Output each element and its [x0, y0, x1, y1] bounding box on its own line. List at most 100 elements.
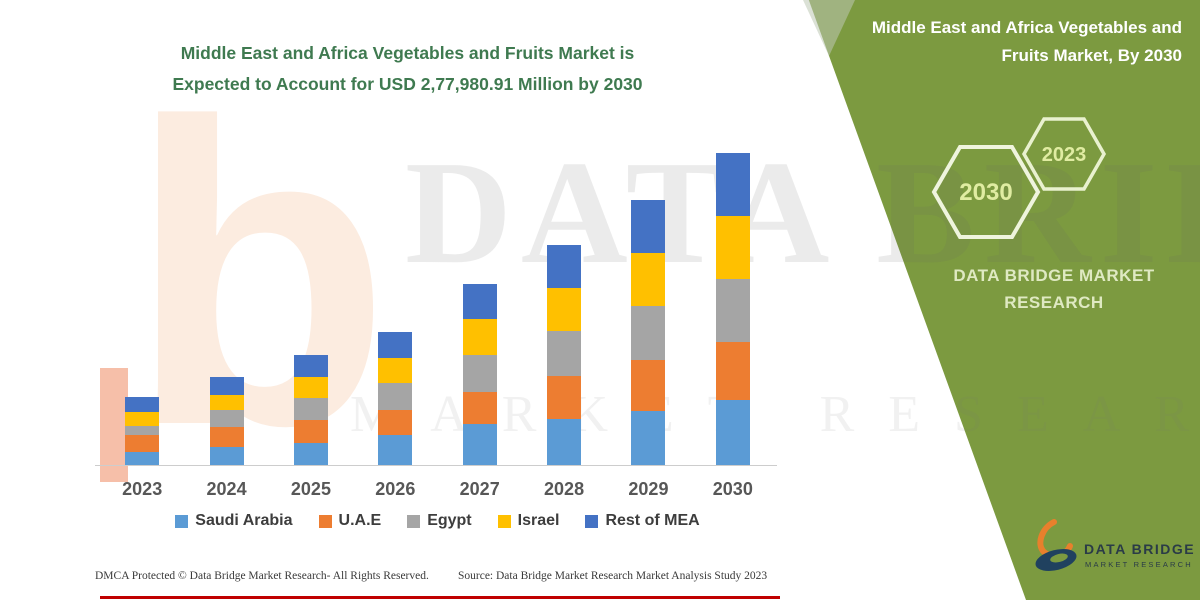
segment-2024-egypt — [209, 410, 244, 427]
legend-label-egypt: Egypt — [427, 512, 472, 529]
logo-text-line2: MARKET RESEARCH — [1085, 560, 1193, 569]
hexagon-2023-label: 2023 — [1042, 144, 1087, 166]
segment-2030-israel — [715, 216, 750, 279]
segment-2030-rest-of-mea — [715, 152, 750, 216]
logo-ellipse-cutout — [1050, 553, 1068, 563]
x-label-2029: 2029 — [628, 479, 669, 499]
hexagon-2023-outline — [1021, 117, 1107, 191]
segment-2026-u-a-e — [378, 410, 413, 435]
footer-dmca-text: DMCA Protected © Data Bridge Market Rese… — [95, 570, 429, 582]
legend-swatch-saudi-arabia — [175, 514, 189, 528]
legend-label-u-a-e: U.A.E — [338, 512, 382, 529]
segment-2023-egypt — [125, 426, 160, 436]
legend-item-u-a-e: U.A.E — [318, 512, 382, 530]
segment-2030-saudi-arabia — [715, 400, 750, 465]
segment-2028-u-a-e — [547, 376, 582, 419]
x-label-2024: 2024 — [206, 479, 247, 499]
segment-2023-israel — [125, 412, 160, 427]
year-hexagons: 2030 2023 — [931, 117, 1107, 239]
segment-2026-rest-of-mea — [378, 332, 413, 358]
bar-slot-2023 — [100, 140, 184, 465]
side-panel-title-line1: Middle East and Africa Vegetables and — [871, 18, 1182, 37]
bar-slot-2027 — [438, 140, 522, 465]
segment-2027-u-a-e — [462, 392, 497, 424]
segment-2029-egypt — [631, 305, 666, 360]
stacked-bar-2024 — [209, 377, 244, 465]
segment-2024-u-a-e — [209, 427, 244, 447]
chart-title-line1: Middle East and Africa Vegetables and Fr… — [180, 43, 635, 63]
data-bridge-market-research-text: DATA BRIDGE MARKET RESEARCH — [928, 262, 1180, 316]
stacked-bar-2023 — [125, 397, 160, 465]
x-label-2027: 2027 — [459, 479, 500, 499]
segment-2029-rest-of-mea — [631, 199, 666, 253]
legend-item-israel: Israel — [497, 512, 560, 530]
watermark-logo-strip — [100, 368, 128, 482]
x-axis-line — [95, 465, 777, 466]
segment-2025-egypt — [293, 398, 328, 420]
legend-label-israel: Israel — [517, 512, 560, 529]
segment-2028-egypt — [547, 331, 582, 377]
segment-2025-u-a-e — [293, 420, 328, 443]
stacked-bar-2026 — [378, 332, 413, 465]
chart-title: Middle East and Africa Vegetables and Fr… — [95, 38, 720, 100]
segment-2024-rest-of-mea — [209, 377, 244, 396]
watermark-text-data-bridge: DATA BRIDGE — [405, 131, 1200, 295]
legend-swatch-u-a-e — [318, 514, 332, 528]
x-label-2028: 2028 — [544, 479, 585, 499]
legend-swatch-rest-of-mea — [585, 514, 599, 528]
x-label-2030: 2030 — [712, 479, 753, 499]
segment-2023-u-a-e — [125, 435, 160, 452]
segment-2027-saudi-arabia — [462, 424, 497, 465]
segment-2024-saudi-arabia — [209, 447, 244, 465]
segment-2026-israel — [378, 358, 413, 383]
side-panel-title: Middle East and Africa Vegetables and Fr… — [830, 14, 1182, 70]
segment-2027-israel — [462, 319, 497, 355]
bar-slot-2025 — [269, 140, 353, 465]
segment-2028-saudi-arabia — [547, 419, 582, 465]
segment-2026-saudi-arabia — [378, 435, 413, 465]
legend-item-saudi-arabia: Saudi Arabia — [175, 512, 293, 530]
bar-slot-2024 — [184, 140, 268, 465]
segment-2026-egypt — [378, 383, 413, 410]
legend-swatch-israel — [497, 514, 511, 528]
chart-legend: Saudi Arabia U.A.E Egypt Israel Rest of MEA — [100, 512, 775, 530]
watermark-logo-b: b — [128, 35, 391, 515]
legend-swatch-egypt — [407, 514, 421, 528]
segment-2023-saudi-arabia — [125, 452, 160, 465]
segment-2030-u-a-e — [715, 342, 750, 400]
segment-2025-rest-of-mea — [293, 355, 328, 377]
segment-2029-israel — [631, 252, 666, 306]
side-panel-title-line2: Fruits Market, By 2030 — [1001, 46, 1182, 65]
segment-2027-rest-of-mea — [462, 284, 497, 319]
bar-slot-2026 — [353, 140, 437, 465]
hexagon-2030-outline — [931, 145, 1041, 239]
stacked-bar-chart — [100, 140, 775, 465]
segment-2029-saudi-arabia — [631, 411, 666, 465]
segment-2025-israel — [293, 377, 328, 398]
x-label-2025: 2025 — [290, 479, 331, 499]
panel-corner-notch — [803, 0, 855, 56]
segment-2025-saudi-arabia — [293, 443, 328, 465]
segment-2024-israel — [209, 395, 244, 411]
bar-slot-2028 — [522, 140, 606, 465]
x-axis-labels: 2023 2024 2025 2026 2027 2028 2029 2030 — [100, 479, 775, 500]
brand-text-line1: DATA BRIDGE MARKET — [953, 266, 1155, 285]
segment-2030-egypt — [715, 279, 750, 342]
bar-slot-2029 — [606, 140, 690, 465]
logo-text-line1: DATA BRIDGE — [1084, 541, 1195, 557]
footer-red-rule — [100, 596, 780, 599]
chart-title-line2: Expected to Account for USD 2,77,980.91 … — [172, 74, 643, 94]
stacked-bar-2027 — [462, 284, 497, 465]
stacked-bar-2028 — [547, 245, 582, 465]
legend-label-saudi-arabia: Saudi Arabia — [195, 512, 293, 529]
segment-2023-rest-of-mea — [125, 397, 160, 413]
stacked-bar-2030 — [715, 152, 750, 465]
segment-2028-israel — [547, 288, 582, 332]
x-label-2026: 2026 — [375, 479, 416, 499]
footer-source-text: Source: Data Bridge Market Research Mark… — [458, 570, 768, 582]
hexagon-2030-label: 2030 — [959, 179, 1012, 206]
data-bridge-logo: DATA BRIDGE MARKET RESEARCH — [1035, 519, 1195, 571]
x-label-2023: 2023 — [122, 479, 163, 499]
segment-2027-egypt — [462, 355, 497, 392]
stacked-bar-2025 — [293, 355, 328, 465]
